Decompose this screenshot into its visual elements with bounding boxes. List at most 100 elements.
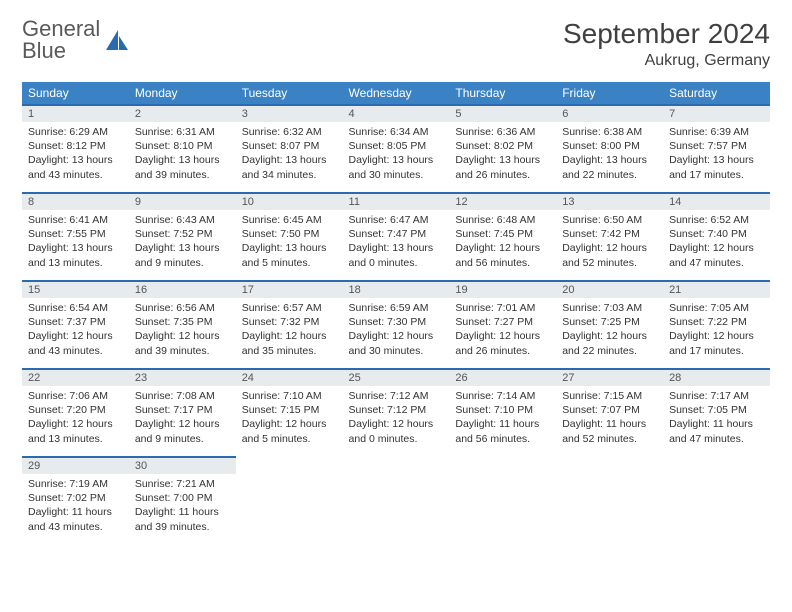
day-details: Sunrise: 6:50 AMSunset: 7:42 PMDaylight:… <box>556 210 663 274</box>
calendar-day-cell: 20Sunrise: 7:03 AMSunset: 7:25 PMDayligh… <box>556 280 663 368</box>
calendar-day-cell: 1Sunrise: 6:29 AMSunset: 8:12 PMDaylight… <box>22 104 129 192</box>
day-number: 28 <box>663 368 770 386</box>
calendar-day-cell: 24Sunrise: 7:10 AMSunset: 7:15 PMDayligh… <box>236 368 343 456</box>
calendar-day-cell: 29Sunrise: 7:19 AMSunset: 7:02 PMDayligh… <box>22 456 129 544</box>
day-details: Sunrise: 7:03 AMSunset: 7:25 PMDaylight:… <box>556 298 663 362</box>
day-details: Sunrise: 6:31 AMSunset: 8:10 PMDaylight:… <box>129 122 236 186</box>
calendar-day-cell: 10Sunrise: 6:45 AMSunset: 7:50 PMDayligh… <box>236 192 343 280</box>
day-details: Sunrise: 6:59 AMSunset: 7:30 PMDaylight:… <box>343 298 450 362</box>
calendar-day-cell: 11Sunrise: 6:47 AMSunset: 7:47 PMDayligh… <box>343 192 450 280</box>
day-number: 26 <box>449 368 556 386</box>
calendar-empty-cell <box>343 456 450 544</box>
day-header: Thursday <box>449 82 556 104</box>
day-details: Sunrise: 6:56 AMSunset: 7:35 PMDaylight:… <box>129 298 236 362</box>
day-number: 22 <box>22 368 129 386</box>
day-details: Sunrise: 7:14 AMSunset: 7:10 PMDaylight:… <box>449 386 556 450</box>
day-number: 1 <box>22 104 129 122</box>
day-header: Tuesday <box>236 82 343 104</box>
day-header: Wednesday <box>343 82 450 104</box>
day-number: 10 <box>236 192 343 210</box>
logo-line1: General <box>22 18 100 40</box>
day-details: Sunrise: 7:08 AMSunset: 7:17 PMDaylight:… <box>129 386 236 450</box>
day-number: 8 <box>22 192 129 210</box>
calendar-empty-cell <box>663 456 770 544</box>
day-number: 30 <box>129 456 236 474</box>
logo: General Blue <box>22 18 130 62</box>
calendar-day-cell: 2Sunrise: 6:31 AMSunset: 8:10 PMDaylight… <box>129 104 236 192</box>
calendar-head: SundayMondayTuesdayWednesdayThursdayFrid… <box>22 82 770 104</box>
calendar-day-cell: 18Sunrise: 6:59 AMSunset: 7:30 PMDayligh… <box>343 280 450 368</box>
calendar-day-cell: 8Sunrise: 6:41 AMSunset: 7:55 PMDaylight… <box>22 192 129 280</box>
calendar-day-cell: 9Sunrise: 6:43 AMSunset: 7:52 PMDaylight… <box>129 192 236 280</box>
calendar-day-cell: 5Sunrise: 6:36 AMSunset: 8:02 PMDaylight… <box>449 104 556 192</box>
calendar-day-cell: 16Sunrise: 6:56 AMSunset: 7:35 PMDayligh… <box>129 280 236 368</box>
day-details: Sunrise: 7:01 AMSunset: 7:27 PMDaylight:… <box>449 298 556 362</box>
logo-line2: Blue <box>22 40 100 62</box>
day-number: 9 <box>129 192 236 210</box>
calendar-day-cell: 27Sunrise: 7:15 AMSunset: 7:07 PMDayligh… <box>556 368 663 456</box>
day-number: 5 <box>449 104 556 122</box>
day-details: Sunrise: 6:45 AMSunset: 7:50 PMDaylight:… <box>236 210 343 274</box>
day-details: Sunrise: 6:47 AMSunset: 7:47 PMDaylight:… <box>343 210 450 274</box>
calendar-week-row: 29Sunrise: 7:19 AMSunset: 7:02 PMDayligh… <box>22 456 770 544</box>
calendar-week-row: 22Sunrise: 7:06 AMSunset: 7:20 PMDayligh… <box>22 368 770 456</box>
calendar-day-cell: 7Sunrise: 6:39 AMSunset: 7:57 PMDaylight… <box>663 104 770 192</box>
day-details: Sunrise: 6:43 AMSunset: 7:52 PMDaylight:… <box>129 210 236 274</box>
day-details: Sunrise: 7:10 AMSunset: 7:15 PMDaylight:… <box>236 386 343 450</box>
calendar-day-cell: 13Sunrise: 6:50 AMSunset: 7:42 PMDayligh… <box>556 192 663 280</box>
day-details: Sunrise: 7:21 AMSunset: 7:00 PMDaylight:… <box>129 474 236 538</box>
calendar-day-cell: 22Sunrise: 7:06 AMSunset: 7:20 PMDayligh… <box>22 368 129 456</box>
day-details: Sunrise: 6:38 AMSunset: 8:00 PMDaylight:… <box>556 122 663 186</box>
day-header: Saturday <box>663 82 770 104</box>
day-details: Sunrise: 6:41 AMSunset: 7:55 PMDaylight:… <box>22 210 129 274</box>
day-details: Sunrise: 6:57 AMSunset: 7:32 PMDaylight:… <box>236 298 343 362</box>
calendar-day-cell: 15Sunrise: 6:54 AMSunset: 7:37 PMDayligh… <box>22 280 129 368</box>
day-number: 6 <box>556 104 663 122</box>
day-details: Sunrise: 6:39 AMSunset: 7:57 PMDaylight:… <box>663 122 770 186</box>
calendar-day-cell: 28Sunrise: 7:17 AMSunset: 7:05 PMDayligh… <box>663 368 770 456</box>
day-number: 11 <box>343 192 450 210</box>
day-details: Sunrise: 7:15 AMSunset: 7:07 PMDaylight:… <box>556 386 663 450</box>
day-number: 3 <box>236 104 343 122</box>
day-details: Sunrise: 7:19 AMSunset: 7:02 PMDaylight:… <box>22 474 129 538</box>
day-number: 23 <box>129 368 236 386</box>
location: Aukrug, Germany <box>563 52 770 70</box>
day-number: 12 <box>449 192 556 210</box>
calendar-day-cell: 19Sunrise: 7:01 AMSunset: 7:27 PMDayligh… <box>449 280 556 368</box>
calendar-empty-cell <box>236 456 343 544</box>
day-details: Sunrise: 6:54 AMSunset: 7:37 PMDaylight:… <box>22 298 129 362</box>
day-number: 4 <box>343 104 450 122</box>
calendar-day-cell: 12Sunrise: 6:48 AMSunset: 7:45 PMDayligh… <box>449 192 556 280</box>
calendar-day-cell: 23Sunrise: 7:08 AMSunset: 7:17 PMDayligh… <box>129 368 236 456</box>
day-details: Sunrise: 6:34 AMSunset: 8:05 PMDaylight:… <box>343 122 450 186</box>
calendar-table: SundayMondayTuesdayWednesdayThursdayFrid… <box>22 82 770 544</box>
calendar-week-row: 15Sunrise: 6:54 AMSunset: 7:37 PMDayligh… <box>22 280 770 368</box>
day-number: 21 <box>663 280 770 298</box>
calendar-day-cell: 21Sunrise: 7:05 AMSunset: 7:22 PMDayligh… <box>663 280 770 368</box>
title-block: September 2024 Aukrug, Germany <box>563 18 770 70</box>
calendar-day-cell: 3Sunrise: 6:32 AMSunset: 8:07 PMDaylight… <box>236 104 343 192</box>
day-number: 20 <box>556 280 663 298</box>
calendar-week-row: 8Sunrise: 6:41 AMSunset: 7:55 PMDaylight… <box>22 192 770 280</box>
day-details: Sunrise: 6:48 AMSunset: 7:45 PMDaylight:… <box>449 210 556 274</box>
logo-sail-icon <box>104 28 130 52</box>
month-title: September 2024 <box>563 18 770 50</box>
day-number: 25 <box>343 368 450 386</box>
calendar-day-cell: 26Sunrise: 7:14 AMSunset: 7:10 PMDayligh… <box>449 368 556 456</box>
day-number: 18 <box>343 280 450 298</box>
calendar-day-cell: 4Sunrise: 6:34 AMSunset: 8:05 PMDaylight… <box>343 104 450 192</box>
day-number: 17 <box>236 280 343 298</box>
day-header: Sunday <box>22 82 129 104</box>
day-details: Sunrise: 6:29 AMSunset: 8:12 PMDaylight:… <box>22 122 129 186</box>
day-header: Monday <box>129 82 236 104</box>
calendar-day-cell: 6Sunrise: 6:38 AMSunset: 8:00 PMDaylight… <box>556 104 663 192</box>
day-details: Sunrise: 7:05 AMSunset: 7:22 PMDaylight:… <box>663 298 770 362</box>
calendar-day-cell: 30Sunrise: 7:21 AMSunset: 7:00 PMDayligh… <box>129 456 236 544</box>
day-number: 24 <box>236 368 343 386</box>
day-details: Sunrise: 7:12 AMSunset: 7:12 PMDaylight:… <box>343 386 450 450</box>
day-number: 27 <box>556 368 663 386</box>
day-number: 29 <box>22 456 129 474</box>
day-number: 19 <box>449 280 556 298</box>
day-details: Sunrise: 6:36 AMSunset: 8:02 PMDaylight:… <box>449 122 556 186</box>
day-details: Sunrise: 7:17 AMSunset: 7:05 PMDaylight:… <box>663 386 770 450</box>
